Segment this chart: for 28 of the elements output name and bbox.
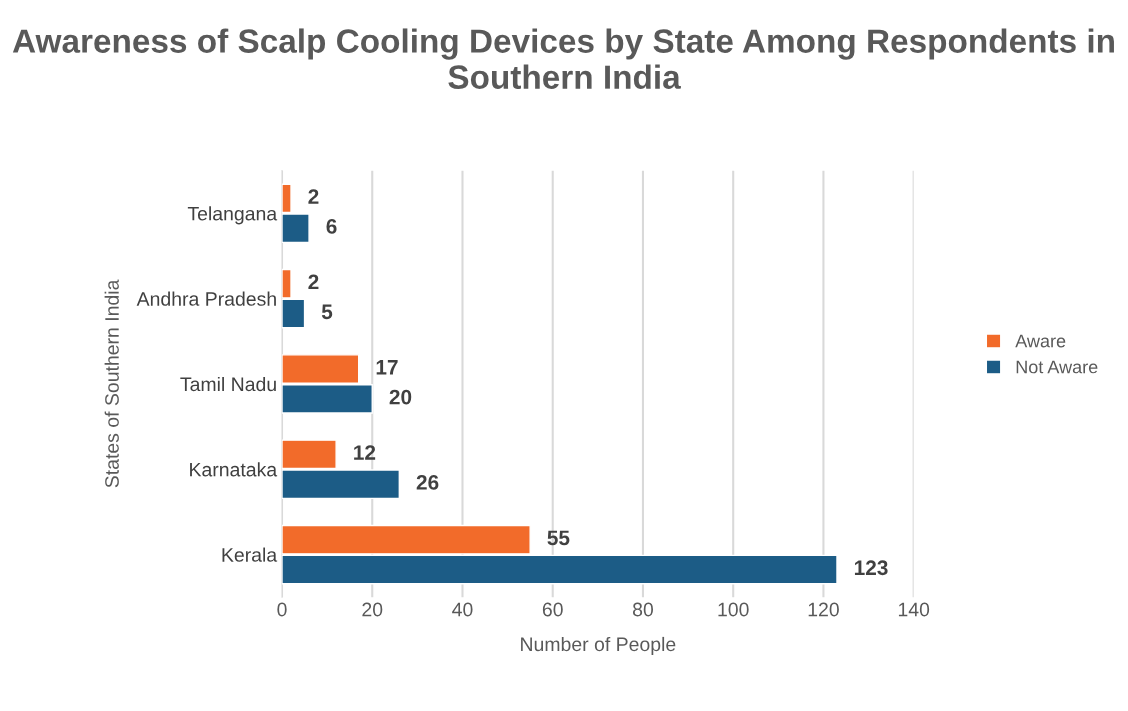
x-tick-label: 120: [808, 602, 839, 617]
y-tick-label: Kerala: [222, 547, 278, 562]
chart-title: Awareness of Scalp Cooling Devices by State Among Respondents in Southern India: [12, 28, 1114, 89]
x-tick-label: 20: [362, 602, 383, 617]
data-label: 12: [354, 445, 376, 460]
data-label: 26: [416, 475, 439, 490]
data-label: 6: [326, 219, 337, 234]
data-label: 20: [389, 389, 412, 405]
legend-label: Aware: [1015, 334, 1066, 348]
x-tick-label: 60: [542, 602, 563, 617]
y-tick-label: Telangana: [187, 206, 278, 225]
y-tick-label: Andhra Pradesh: [136, 291, 276, 306]
data-label: 5: [321, 304, 333, 320]
data-label: 2: [308, 274, 319, 290]
x-tick-label: 140: [898, 602, 930, 617]
x-tick-label: 40: [452, 602, 473, 617]
x-tick-label: 100: [718, 602, 749, 617]
data-label: 55: [547, 530, 570, 546]
y-tick-label: Karnataka: [190, 462, 278, 477]
y-axis-title: States of Southern India: [104, 279, 119, 488]
data-label: 2: [308, 189, 319, 204]
x-tick-label: 80: [632, 602, 654, 617]
data-label: 17: [376, 360, 398, 375]
y-tick-label: Tamil Nadu: [180, 376, 276, 392]
x-tick-label: 0: [277, 602, 287, 617]
legend-label: Not Aware: [1016, 360, 1098, 374]
x-axis-title: Number of People: [521, 636, 676, 656]
data-label: 123: [854, 560, 888, 576]
